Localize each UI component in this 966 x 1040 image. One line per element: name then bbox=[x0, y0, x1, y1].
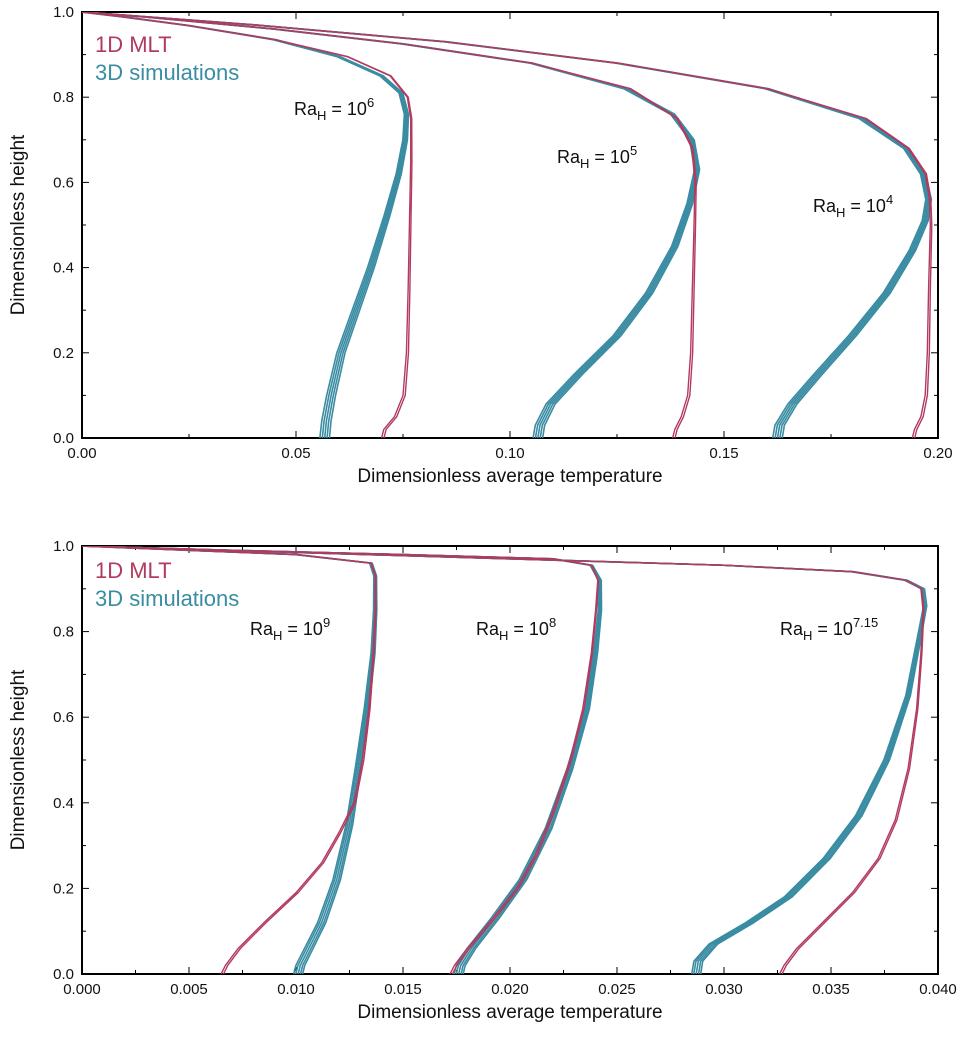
mlt-curve-2 bbox=[82, 546, 600, 974]
mlt-curve-3 bbox=[82, 12, 933, 438]
y-tick-label: 0.6 bbox=[53, 709, 74, 726]
legend: 1D MLT 3D simulations bbox=[95, 558, 239, 611]
y-axis-label: Dimensionless height bbox=[8, 669, 29, 850]
ra-annotation: RaH = 106 bbox=[294, 95, 374, 123]
ra-annotation: RaH = 109 bbox=[250, 615, 330, 643]
y-tick-label: 0.2 bbox=[53, 345, 74, 362]
x-tick-label: 0.10 bbox=[495, 445, 524, 462]
chart-panel-1: 0.00 0.05 0.10 0.15 0.20 0.0 0.2 0.4 0.6 0.8 1.0 Di… bbox=[8, 4, 953, 487]
x-tick-label: 0.025 bbox=[598, 981, 636, 998]
mlt-curve-1 bbox=[82, 12, 413, 438]
y-tick-label: 0.8 bbox=[53, 624, 74, 641]
ra-annotation: RaH = 107.15 bbox=[780, 615, 878, 643]
legend-entry-sim: 3D simulations bbox=[95, 586, 239, 611]
curves bbox=[82, 12, 933, 438]
chart-panel-2: 0.000 0.005 0.010 0.015 0.020 0.025 0.030 0.035… bbox=[8, 538, 957, 1023]
x-tick-label: 0.05 bbox=[281, 445, 310, 462]
y-tick-label: 0.4 bbox=[53, 260, 74, 277]
x-tick-label: 0.15 bbox=[709, 445, 738, 462]
x-tick-label: 0.020 bbox=[491, 981, 529, 998]
y-tick-label: 0.8 bbox=[53, 89, 74, 106]
x-tick-label: 0.010 bbox=[277, 981, 315, 998]
legend-entry-mlt: 1D MLT bbox=[95, 558, 172, 583]
x-tick-label: 0.035 bbox=[812, 981, 850, 998]
y-tick-label: 1.0 bbox=[53, 4, 74, 21]
x-tick-label: 0.00 bbox=[67, 445, 96, 462]
x-axis-label: Dimensionless average temperature bbox=[357, 466, 662, 487]
y-tick-label: 0.6 bbox=[53, 174, 74, 191]
ra-annotation: RaH = 105 bbox=[557, 143, 637, 171]
mlt-curve-3 bbox=[82, 546, 925, 974]
mlt-curve-2 bbox=[82, 12, 697, 438]
legend: 1D MLT 3D simulations bbox=[95, 32, 239, 85]
y-tick-label: 1.0 bbox=[53, 538, 74, 555]
x-axis-label: Dimensionless average temperature bbox=[357, 1002, 662, 1023]
x-tick-label: 0.20 bbox=[923, 445, 952, 462]
curves bbox=[82, 546, 928, 974]
x-tick-label: 0.040 bbox=[919, 981, 957, 998]
x-tick-label: 0.015 bbox=[384, 981, 422, 998]
x-tick-label: 0.005 bbox=[170, 981, 208, 998]
y-axis-label: Dimensionless height bbox=[8, 134, 29, 315]
mlt-curve-1 bbox=[82, 546, 377, 974]
x-tick-label: 0.000 bbox=[63, 981, 101, 998]
ra-annotation: RaH = 108 bbox=[476, 615, 556, 643]
ra-annotation: RaH = 104 bbox=[813, 192, 893, 220]
y-tick-label: 0.4 bbox=[53, 795, 74, 812]
y-tick-label: 0.0 bbox=[53, 966, 74, 983]
y-tick-label: 0.2 bbox=[53, 880, 74, 897]
legend-entry-sim: 3D simulations bbox=[95, 60, 239, 85]
legend-entry-mlt: 1D MLT bbox=[95, 32, 172, 57]
x-tick-label: 0.030 bbox=[705, 981, 743, 998]
y-tick-label: 0.0 bbox=[53, 430, 74, 447]
